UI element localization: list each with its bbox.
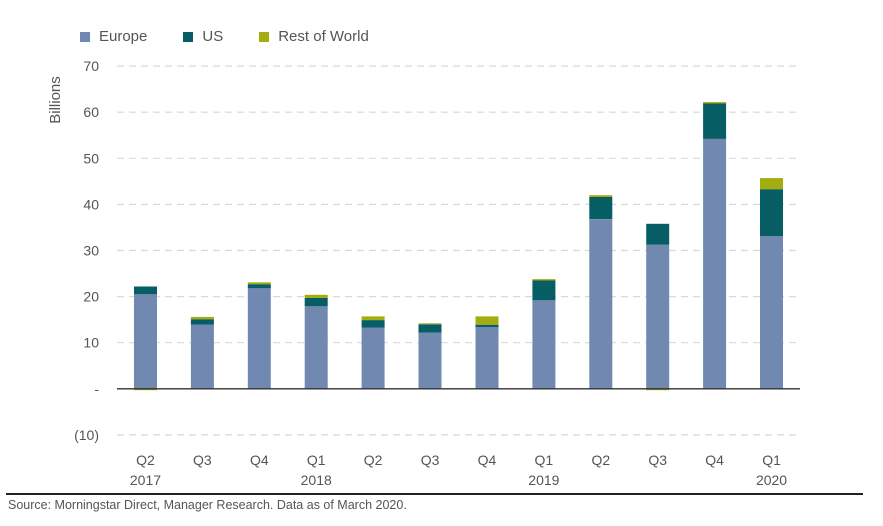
bar-europe <box>589 219 613 389</box>
x-tick-label-quarter: Q1 <box>307 452 326 468</box>
bar-us <box>247 284 271 289</box>
x-tick-label-quarter: Q3 <box>648 452 667 468</box>
x-tick-label-year: 2018 <box>301 472 332 488</box>
legend-label-us: US <box>202 28 224 45</box>
bar-rest-of-world <box>247 282 271 285</box>
x-tick-label-year: 2020 <box>756 472 787 488</box>
bar-europe <box>532 300 556 389</box>
bars <box>134 102 783 391</box>
bar-europe <box>646 244 670 389</box>
y-tick-label: 70 <box>83 58 99 74</box>
bar-europe <box>475 327 499 389</box>
gridlines <box>117 65 800 436</box>
bar-rest-of-world <box>418 323 442 325</box>
y-tick-label: 60 <box>83 104 99 120</box>
footer-separator <box>6 493 863 495</box>
x-tick-label-quarter: Q4 <box>250 452 269 468</box>
bar-rest-of-world <box>190 316 214 320</box>
x-tick-label-quarter: Q3 <box>421 452 440 468</box>
x-tick-label-quarter: Q1 <box>762 452 781 468</box>
bar-us <box>134 286 157 295</box>
bar-rest-of-world <box>361 316 385 321</box>
bar-rest-of-world <box>134 388 157 391</box>
x-axis-ticks: Q2 2017 Q3 Q4 Q1 2018 Q2 Q3 Q4 Q1 2019 Q2 Q3 Q4 Q1 2020 <box>130 452 787 488</box>
bar-europe <box>190 324 214 389</box>
x-tick-label-year: 2019 <box>528 472 559 488</box>
legend-item-europe: Europe <box>80 28 147 45</box>
bar-europe <box>361 327 385 389</box>
x-tick-label-quarter: Q1 <box>535 452 554 468</box>
x-tick-label-quarter: Q4 <box>705 452 724 468</box>
bar-us <box>532 280 556 301</box>
bar-rest-of-world <box>703 102 727 104</box>
bar-rest-of-world <box>475 316 499 325</box>
legend-swatch-us <box>183 31 194 42</box>
y-tick-label: 30 <box>83 243 99 259</box>
y-axis-title: Billions <box>47 76 64 124</box>
y-tick-label: (10) <box>74 427 99 443</box>
bar-us <box>304 298 328 307</box>
y-tick-label: 20 <box>83 289 99 305</box>
bar-us <box>703 103 727 139</box>
bar-rest-of-world <box>589 195 613 197</box>
x-tick-label-quarter: Q3 <box>193 452 212 468</box>
bar-europe <box>418 332 442 389</box>
bar-rest-of-world <box>304 294 328 298</box>
bar-us <box>475 324 499 327</box>
y-tick-label: - <box>94 381 99 397</box>
bar-rest-of-world <box>532 279 556 281</box>
bar-us <box>190 319 214 325</box>
bar-us <box>589 197 613 220</box>
y-tick-label: 10 <box>83 335 99 351</box>
x-tick-label-quarter: Q2 <box>136 452 155 468</box>
bar-europe <box>247 288 271 389</box>
legend-swatch-europe <box>80 31 90 42</box>
bar-us <box>646 223 670 245</box>
legend-label-europe: Europe <box>99 28 148 45</box>
bar-rest-of-world <box>760 178 783 190</box>
bar-europe <box>134 294 157 389</box>
bar-rest-of-world <box>646 388 670 391</box>
x-tick-label-year: 2017 <box>130 472 161 488</box>
bar-us <box>361 320 385 328</box>
bar-europe <box>304 306 328 389</box>
y-tick-label: 40 <box>83 196 99 212</box>
bar-europe <box>703 138 727 389</box>
legend-swatch-rest-of-world <box>259 31 270 42</box>
bar-us <box>760 189 783 237</box>
y-tick-label: 50 <box>83 150 99 166</box>
bar-europe <box>760 236 783 389</box>
legend-item-rest-of-world: Rest of World <box>259 28 369 45</box>
x-tick-label-quarter: Q2 <box>591 452 610 468</box>
y-axis-ticks: (10) - 10 20 30 40 50 60 70 <box>74 58 99 443</box>
bar-us <box>418 324 442 333</box>
x-tick-label-quarter: Q2 <box>364 452 383 468</box>
x-tick-label-quarter: Q4 <box>478 452 497 468</box>
legend-item-us: US <box>183 28 223 45</box>
source-note: Source: Morningstar Direct, Manager Rese… <box>8 498 407 512</box>
legend-label-rest-of-world: Rest of World <box>278 28 369 45</box>
chart-legend: Europe US Rest of World <box>80 28 405 45</box>
